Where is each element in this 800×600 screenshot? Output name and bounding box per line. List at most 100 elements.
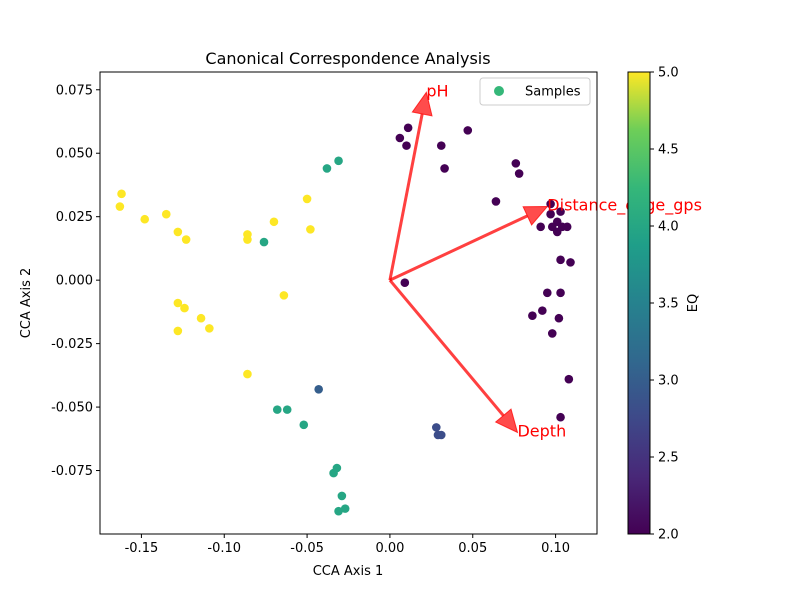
sample-point	[243, 369, 252, 379]
sample-point	[562, 222, 572, 232]
x-tick-label: 0.10	[541, 541, 570, 556]
sample-point	[556, 412, 565, 422]
colorbar-tick-label: 4.5	[658, 143, 679, 158]
y-tick-label: 0.025	[56, 210, 93, 225]
sample-point	[322, 164, 332, 173]
sample-point	[432, 423, 441, 432]
y-tick-label: -0.025	[51, 337, 93, 352]
y-tick-label: -0.050	[51, 401, 93, 416]
colorbar: 2.0 2.5 3.0 3.5 4.0 4.5 5.0 EQ	[627, 66, 701, 543]
sample-point	[556, 207, 565, 216]
colorbar-ticks: 2.0 2.5 3.0 3.5 4.0 4.5 5.0	[650, 66, 679, 543]
colorbar-gradient	[627, 71, 651, 535]
y-tick-label: -0.075	[51, 464, 93, 479]
x-tick-label: 0.05	[458, 541, 487, 556]
sample-point	[556, 288, 565, 298]
sample-point	[440, 164, 449, 173]
sample-point	[259, 237, 269, 247]
sample-point	[340, 504, 350, 513]
sample-point	[491, 197, 501, 206]
sample-point	[554, 313, 564, 323]
colorbar-tick-label: 2.5	[658, 451, 679, 466]
sample-point	[400, 278, 410, 287]
sample-point	[564, 374, 574, 384]
sample-point	[117, 189, 126, 199]
y-tick-label: 0.075	[56, 83, 93, 98]
sample-point	[205, 324, 214, 333]
sample-point	[511, 159, 521, 168]
arrow-label: pH	[426, 81, 448, 100]
sample-point	[514, 169, 524, 178]
sample-point	[306, 225, 315, 234]
data-points	[115, 123, 575, 516]
sample-point	[302, 194, 312, 204]
colorbar-tick-label: 2.0	[658, 528, 679, 543]
sample-point	[115, 202, 125, 211]
sample-point	[272, 405, 282, 414]
sample-point	[547, 329, 557, 338]
sample-point	[269, 217, 279, 227]
y-tick-label: 0.050	[56, 147, 93, 162]
sample-point	[536, 222, 545, 232]
sample-point	[181, 235, 191, 244]
biplot-arrows: pH Distance_edge_gps Depth	[388, 81, 702, 440]
colorbar-label: EQ	[686, 294, 701, 312]
sample-point	[243, 235, 252, 244]
x-tick-label: -0.05	[290, 541, 324, 556]
sample-point	[173, 298, 183, 308]
sample-point	[436, 141, 446, 150]
sample-point	[332, 463, 342, 473]
arrow-shaft	[388, 113, 424, 281]
sample-point	[566, 258, 575, 267]
y-tick-label: 0.000	[56, 274, 93, 289]
sample-point	[556, 255, 565, 265]
sample-point	[279, 291, 289, 300]
x-tick-label: -0.10	[207, 541, 241, 556]
sample-point	[173, 227, 183, 237]
sample-point	[543, 288, 552, 298]
colorbar-tick-label: 5.0	[658, 66, 679, 81]
arrow-head	[522, 206, 549, 226]
sample-point	[436, 430, 446, 440]
arrow-shaft	[388, 279, 505, 417]
sample-point	[402, 141, 411, 150]
sample-point	[403, 123, 413, 133]
sample-point	[161, 209, 171, 219]
sample-point	[140, 214, 150, 224]
sample-point	[334, 506, 343, 516]
plot-area: pH Distance_edge_gps Depth	[99, 71, 702, 535]
arrow-label: Depth	[517, 421, 566, 440]
sample-point	[173, 326, 183, 336]
x-axis-label: CCA Axis 1	[313, 564, 384, 579]
legend-label: Samples	[525, 85, 581, 100]
colorbar-tick-label: 4.0	[658, 220, 679, 235]
sample-point	[196, 313, 206, 323]
chart-title: Canonical Correspondence Analysis	[205, 49, 490, 68]
sample-point	[337, 491, 347, 501]
sample-point	[314, 385, 323, 394]
arrow-shaft	[389, 214, 529, 282]
x-axis-ticks: -0.15 -0.10 -0.05 0.00 0.05 0.10	[125, 534, 570, 556]
colorbar-tick-label: 3.0	[658, 374, 679, 389]
y-axis-ticks: -0.075 -0.050 -0.025 0.000 0.025 0.050 0.075	[51, 83, 100, 479]
sample-point	[463, 126, 473, 135]
x-tick-label: 0.00	[375, 541, 404, 556]
sample-point	[395, 133, 405, 143]
x-tick-label: -0.15	[125, 541, 159, 556]
sample-point	[334, 156, 343, 166]
arrow-label: Distance_edge_gps	[547, 196, 702, 216]
axes-frame	[99, 71, 598, 535]
sample-point	[180, 303, 189, 313]
legend-marker	[494, 86, 504, 96]
sample-point	[282, 405, 292, 414]
legend: Samples	[479, 77, 591, 106]
sample-point	[546, 199, 555, 209]
sample-point	[299, 420, 309, 430]
sample-point	[528, 311, 537, 320]
legend-box	[479, 77, 591, 106]
arrow-head	[411, 91, 433, 117]
y-axis-label: CCA Axis 2	[19, 268, 34, 339]
colorbar-tick-label: 3.5	[658, 297, 679, 312]
sample-point	[538, 306, 547, 315]
